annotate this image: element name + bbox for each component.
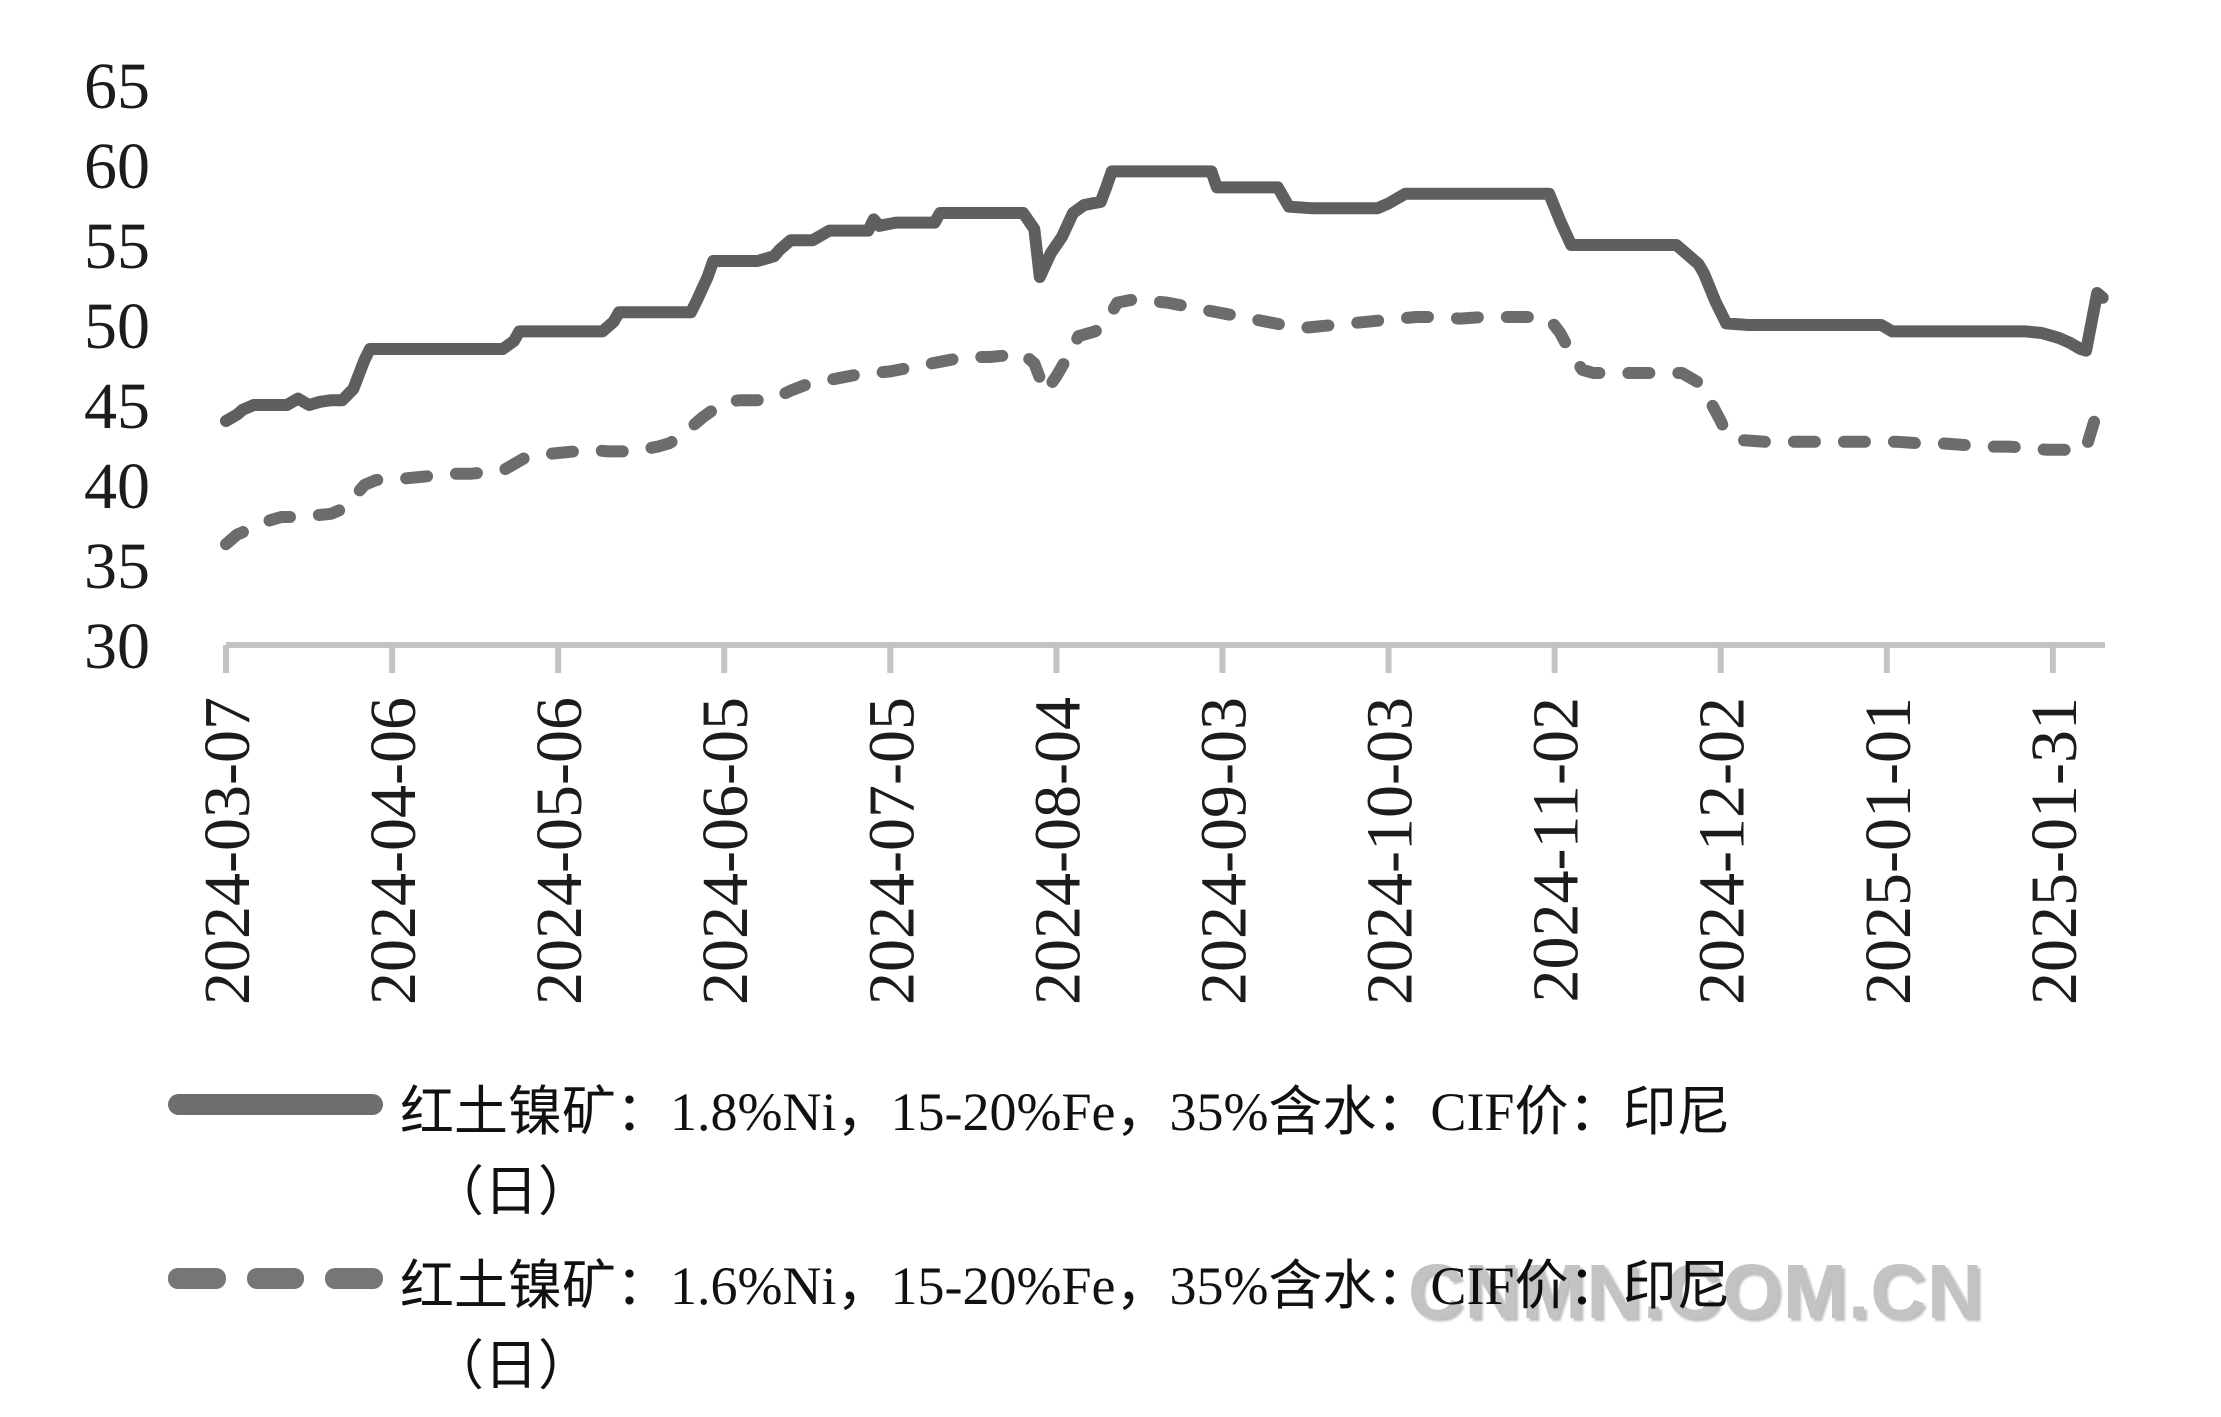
y-axis-tick-label: 45 [84,370,150,443]
x-axis-tick-label: 2025-01-31 [2018,697,2091,1005]
x-axis-labels: 2024-03-07 2024-04-06 2024-05-06 2024-06-05… [191,697,2091,1005]
x-axis-tick-label: 2024-12-02 [1686,697,1759,1005]
x-axis-tick-label: 2024-05-06 [523,697,596,1005]
solid-line-swatch-icon [168,1094,383,1115]
x-axis-tick-label: 2024-07-05 [855,697,928,1005]
x-axis-tick-label: 2024-11-02 [1520,697,1593,1003]
series-line-1.6pct-ni [220,293,2104,551]
x-axis-tick-label: 2024-06-05 [689,697,762,1005]
legend-entry-1.6pct: 红土镍矿：1.6%Ni，15-20%Fe，35%含水：CIF价：印尼 （日） [168,1246,2168,1406]
x-axis-tick-label: 2025-01-01 [1852,697,1925,1005]
y-axis-tick-label: 50 [84,290,150,363]
y-axis-tick-label: 60 [84,130,150,203]
chart-legend: 红土镍矿：1.8%Ni，15-20%Fe，35%含水：CIF价：印尼 （日） 红… [168,1072,2168,1417]
x-axis [223,642,2105,673]
x-axis-tick-label: 2024-04-06 [357,697,430,1005]
y-axis-tick-label: 55 [84,210,150,283]
x-axis-tick-label: 2024-03-07 [191,697,264,1005]
x-axis-tick-label: 2024-08-04 [1021,697,1094,1005]
x-axis-tick-label: 2024-09-03 [1187,697,1260,1005]
legend-label-1.8pct: 红土镍矿：1.8%Ni，15-20%Fe，35%含水：CIF价：印尼 （日） [400,1072,1730,1232]
y-axis-tick-label: 35 [84,530,150,603]
x-axis-tick-label: 2024-10-03 [1354,697,1427,1005]
y-axis-tick-label: 40 [84,450,150,523]
y-axis-tick-label: 30 [84,610,150,683]
legend-label-1.6pct: 红土镍矿：1.6%Ni，15-20%Fe，35%含水：CIF价：印尼 （日） [400,1246,1730,1406]
legend-label-line2: （日） [430,1162,592,1222]
cnmn-watermark: CNMN.COM.CN [1408,1249,1984,1335]
legend-label-line1: 红土镍矿：1.8%Ni，15-20%Fe，35%含水：CIF价：印尼 [400,1082,1731,1142]
legend-entry-1.8pct: 红土镍矿：1.8%Ni，15-20%Fe，35%含水：CIF价：印尼 （日） [168,1072,2168,1232]
dashed-line-swatch-icon [168,1268,384,1289]
series-line-1.8pct-ni [220,165,2109,427]
y-axis-tick-label: 65 [84,50,150,123]
legend-label-line1: 红土镍矿：1.6%Ni，15-20%Fe，35%含水：CIF价：印尼 [400,1256,1731,1316]
legend-label-line2: （日） [430,1336,592,1396]
